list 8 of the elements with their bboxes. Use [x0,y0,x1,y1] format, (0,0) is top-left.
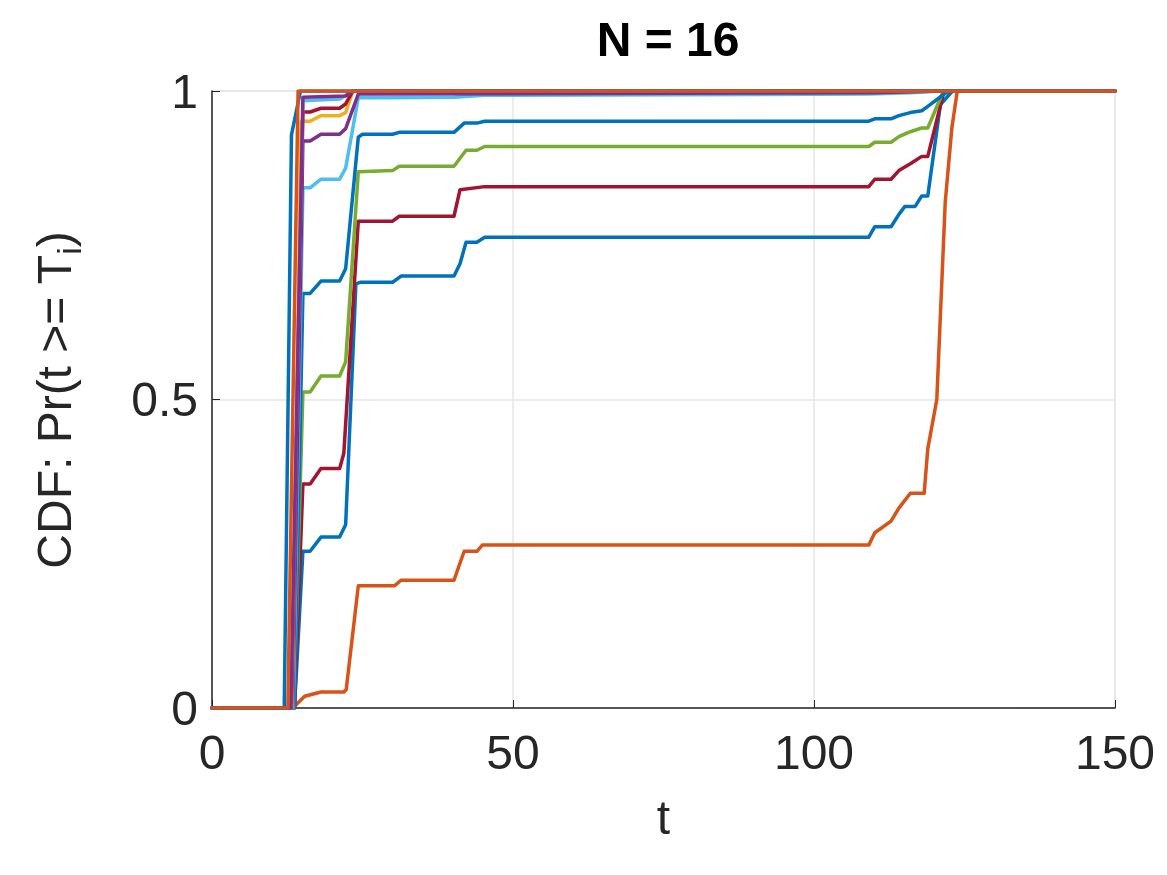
x-tick-label: 100 [773,725,855,779]
y-tick-label: 0.5 [131,373,198,426]
x-tick-label: 150 [1074,725,1156,779]
x-tick-label: 50 [486,725,540,779]
x-axis-title: t [656,790,671,844]
y-tick-label: 1 [171,64,198,118]
y-tick-label: 0 [171,681,198,735]
chart-title: N = 16 [596,12,740,66]
